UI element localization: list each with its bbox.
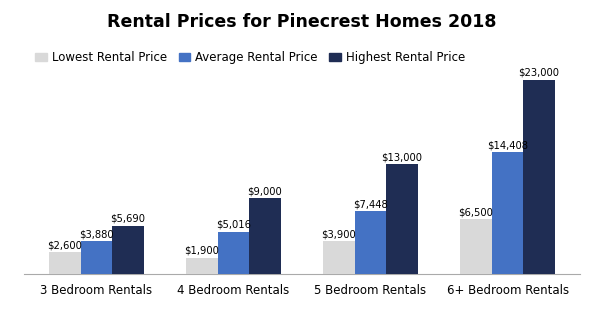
Title: Rental Prices for Pinecrest Homes 2018: Rental Prices for Pinecrest Homes 2018 (107, 13, 497, 31)
Legend: Lowest Rental Price, Average Rental Price, Highest Rental Price: Lowest Rental Price, Average Rental Pric… (35, 51, 465, 64)
Bar (355, 211, 386, 274)
Bar (386, 164, 418, 274)
Bar (218, 232, 249, 274)
Text: $13,000: $13,000 (381, 152, 423, 162)
Text: $2,600: $2,600 (47, 240, 82, 250)
Bar (186, 258, 218, 274)
Bar (49, 252, 81, 274)
Text: $6,500: $6,500 (459, 207, 494, 217)
Text: $5,690: $5,690 (110, 214, 145, 224)
Text: $9,000: $9,000 (247, 186, 282, 196)
Text: $5,016: $5,016 (216, 220, 251, 230)
Bar (81, 241, 112, 274)
Text: $14,408: $14,408 (487, 140, 528, 150)
Text: $1,900: $1,900 (184, 246, 219, 256)
Bar (112, 226, 144, 274)
Text: $23,000: $23,000 (519, 68, 559, 78)
Bar (492, 152, 523, 274)
Bar (249, 198, 281, 274)
Bar (460, 219, 492, 274)
Text: $3,880: $3,880 (79, 229, 114, 239)
Text: $7,448: $7,448 (353, 199, 388, 209)
Text: $3,900: $3,900 (321, 229, 356, 239)
Bar (323, 241, 355, 274)
Bar (523, 80, 555, 274)
